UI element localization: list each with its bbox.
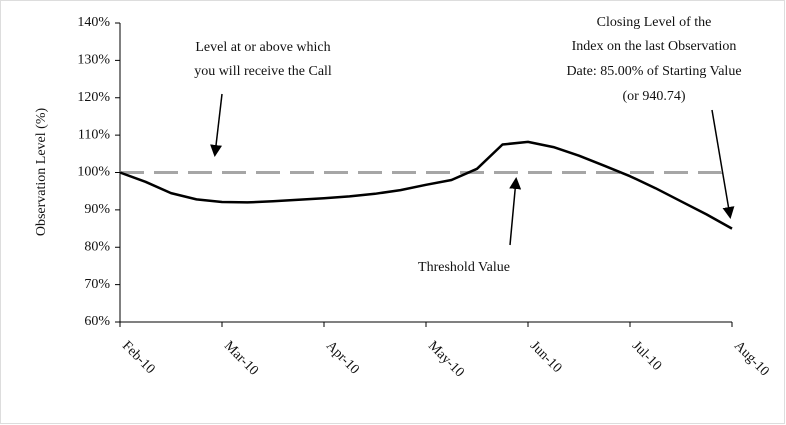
- y-tick-label: 90%: [84, 202, 110, 217]
- x-tick-label: Mar-10: [221, 338, 261, 378]
- x-tick-label: Jul-10: [629, 338, 664, 373]
- x-tick-label: Aug-10: [731, 338, 772, 379]
- y-axis-label: Observation Level (%): [34, 108, 49, 237]
- y-tick-label: 140%: [77, 15, 110, 30]
- arrow: [711, 109, 735, 219]
- x-tick-label: May-10: [425, 338, 467, 380]
- x-tick-label: Feb-10: [119, 338, 158, 377]
- annotation: Closing Level of the: [597, 15, 712, 30]
- y-tick-label: 110%: [78, 127, 110, 142]
- annotation: Index on the last Observation: [572, 39, 737, 54]
- annotation: (or 940.74): [623, 89, 686, 104]
- x-tick-label: Jun-10: [527, 338, 565, 376]
- x-tick-label: Apr-10: [323, 338, 362, 377]
- annotation: Threshold Value: [418, 260, 510, 275]
- y-tick-label: 100%: [77, 165, 110, 180]
- arrow: [210, 93, 223, 157]
- annotation: Date: 85.00% of Starting Value: [566, 64, 741, 79]
- annotation: Level at or above which: [195, 40, 330, 55]
- y-tick-label: 70%: [84, 277, 110, 292]
- series-line: [119, 140, 733, 230]
- annotation: you will receive the Call: [194, 64, 332, 79]
- y-tick-label: 60%: [84, 314, 110, 329]
- y-tick-label: 120%: [77, 90, 110, 105]
- y-tick-label: 130%: [77, 53, 110, 68]
- arrow: [509, 177, 522, 246]
- y-tick-label: 80%: [84, 239, 110, 254]
